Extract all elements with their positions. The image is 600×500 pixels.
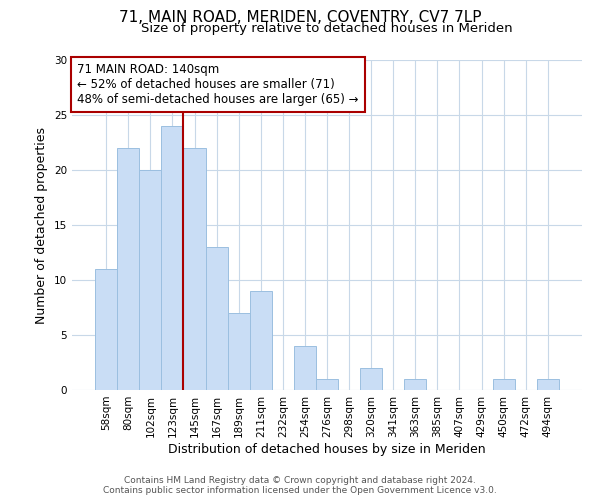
- Bar: [294, 346, 316, 390]
- Text: 71, MAIN ROAD, MERIDEN, COVENTRY, CV7 7LP: 71, MAIN ROAD, MERIDEN, COVENTRY, CV7 7L…: [119, 10, 481, 25]
- Bar: [404, 379, 427, 390]
- Bar: [117, 148, 139, 390]
- Text: 71 MAIN ROAD: 140sqm
← 52% of detached houses are smaller (71)
48% of semi-detac: 71 MAIN ROAD: 140sqm ← 52% of detached h…: [77, 64, 359, 106]
- X-axis label: Distribution of detached houses by size in Meriden: Distribution of detached houses by size …: [168, 442, 486, 456]
- Bar: [493, 379, 515, 390]
- Bar: [227, 313, 250, 390]
- Bar: [139, 170, 161, 390]
- Bar: [360, 368, 382, 390]
- Y-axis label: Number of detached properties: Number of detached properties: [35, 126, 49, 324]
- Bar: [537, 379, 559, 390]
- Bar: [184, 148, 206, 390]
- Text: Contains HM Land Registry data © Crown copyright and database right 2024.
Contai: Contains HM Land Registry data © Crown c…: [103, 476, 497, 495]
- Bar: [95, 269, 117, 390]
- Bar: [206, 247, 227, 390]
- Bar: [316, 379, 338, 390]
- Title: Size of property relative to detached houses in Meriden: Size of property relative to detached ho…: [141, 22, 513, 35]
- Bar: [161, 126, 184, 390]
- Bar: [250, 291, 272, 390]
